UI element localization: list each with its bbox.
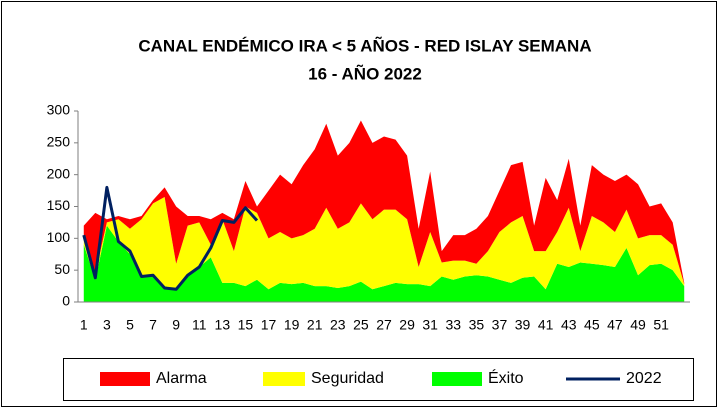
y-tick-label: 0 xyxy=(62,293,70,309)
x-tick-label: 1 xyxy=(80,317,88,333)
legend-label: Seguridad xyxy=(311,370,384,387)
y-tick-label: 250 xyxy=(47,134,71,150)
x-tick-label: 37 xyxy=(492,317,508,333)
x-tick-label: 29 xyxy=(399,317,415,333)
line-2022 xyxy=(82,185,259,291)
x-tick-label: 23 xyxy=(330,317,346,333)
y-tick-label: 100 xyxy=(47,229,71,245)
y-tick-label: 150 xyxy=(47,197,71,213)
x-tick-label: 21 xyxy=(307,317,323,333)
legend-swatch xyxy=(432,372,482,386)
x-tick-label: 19 xyxy=(284,317,300,333)
x-tick-label: 25 xyxy=(353,317,369,333)
y-tick-label: 200 xyxy=(47,165,71,181)
x-tick-label: 31 xyxy=(422,317,438,333)
legend-label: 2022 xyxy=(626,370,662,387)
legend-box xyxy=(63,358,694,401)
x-tick-label: 41 xyxy=(538,317,554,333)
area xyxy=(83,196,685,290)
x-tick-label: 39 xyxy=(515,317,531,333)
legend-label: Éxito xyxy=(488,368,524,387)
area xyxy=(83,225,685,302)
x-tick-label: 33 xyxy=(445,317,461,333)
x-tick-label: 43 xyxy=(561,317,577,333)
x-tick-label: 45 xyxy=(584,317,600,333)
area xyxy=(83,120,685,285)
x-tick-label: 27 xyxy=(376,317,392,333)
x-tick-label: 11 xyxy=(192,317,207,333)
x-tick-label: 9 xyxy=(172,317,180,333)
legend-label: Alarma xyxy=(156,370,207,387)
x-tick-label: 3 xyxy=(103,317,111,333)
x-tick-label: 7 xyxy=(149,317,157,333)
x-tick-label: 5 xyxy=(126,317,134,333)
x-tick-label: 13 xyxy=(215,317,231,333)
chart-title: CANAL ENDÉMICO IRA < 5 AÑOS - RED ISLAY … xyxy=(138,35,591,55)
x-tick-label: 15 xyxy=(238,317,254,333)
x-tick-label: 51 xyxy=(653,317,669,333)
legend-swatch xyxy=(263,372,305,386)
x-tick-label: 47 xyxy=(607,317,623,333)
y-tick-label: 300 xyxy=(47,102,71,118)
legend-swatch xyxy=(100,372,150,386)
chart-subtitle: 16 - AÑO 2022 xyxy=(308,63,422,83)
x-tick-label: 35 xyxy=(469,317,485,333)
x-tick-label: 49 xyxy=(630,317,646,333)
y-tick-label: 50 xyxy=(54,261,70,277)
x-tick-label: 17 xyxy=(261,317,277,333)
